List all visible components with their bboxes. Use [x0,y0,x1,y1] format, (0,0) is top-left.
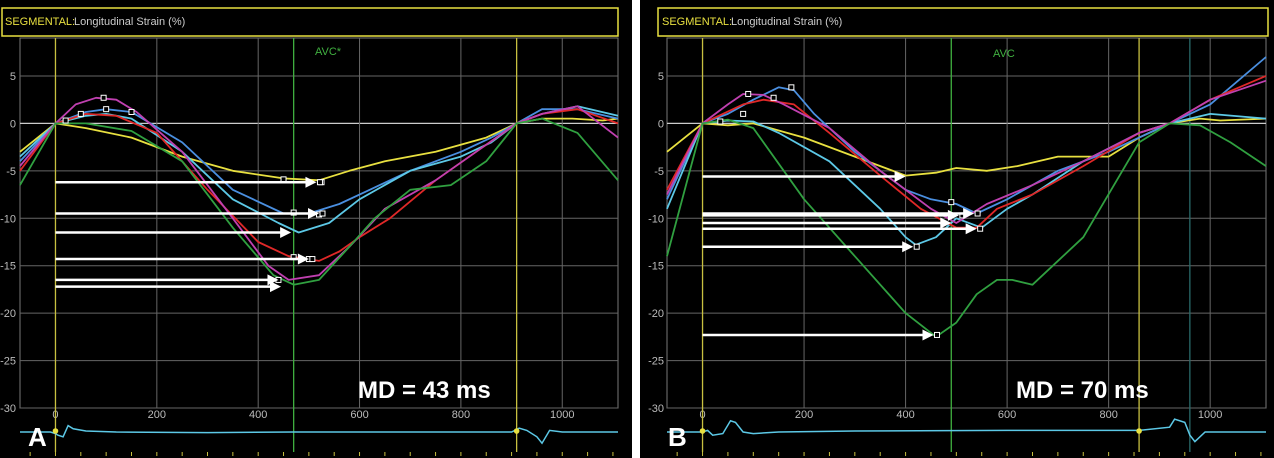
y-tick-label: -15 [0,261,16,273]
peak-marker [745,90,752,97]
peak-marker [128,109,135,115]
y-tick-label: -25 [0,356,16,368]
y-tick-label: -30 [648,403,664,415]
arrow-head [922,329,934,341]
arrow-head [902,241,914,253]
strain-curve-magenta [666,79,1267,224]
header-box [657,7,1269,37]
x-tick-label: 200 [148,409,166,421]
y-tick-label: -10 [0,213,16,225]
arrow-end-marker [974,210,981,217]
x-tick-label: 600 [998,409,1016,421]
header-prefix: SEGMENTAL: [5,16,75,28]
peak-marker [62,117,69,124]
chart-background [0,0,632,458]
ecg-marker [52,428,59,434]
y-tick-label: -5 [6,166,16,178]
strain-curve-yellow [19,117,619,182]
peak-marker [770,94,777,101]
x-tick-label: 1000 [550,409,574,421]
md-label: MD = 43 ms [358,377,491,404]
y-tick-label: 0 [10,118,16,130]
panel-b: SEGMENTAL: Longitudinal Strain (%) 5 0 -5 -… [640,0,1274,458]
ecg-marker [1136,428,1142,434]
arrow-head [894,171,906,183]
header-title: Longitudinal Strain (%) [74,16,185,28]
y-tick-label: -5 [654,166,664,178]
peak-marker [788,84,795,91]
peak-marker [717,118,724,125]
arrow-head [963,208,975,220]
ecg-trace [667,418,1266,443]
header-title: Longitudinal Strain (%) [731,16,842,28]
panel-label: B [668,422,687,452]
strain-curve-green [666,118,1267,338]
ecg-marker [513,428,520,434]
header-box [1,7,619,37]
arrow-head [269,281,281,293]
strain-chart-b: SEGMENTAL: Longitudinal Strain (%) 5 0 -5 -… [640,0,1274,458]
plot-layer: 50-5-10-15-20-25-3002004006008001000 [0,37,619,456]
x-tick-label: 200 [795,409,813,421]
ecg-trace [20,424,618,445]
arrow-end-marker [934,331,941,338]
x-tick-label: 800 [452,409,470,421]
y-tick-label: -15 [648,261,664,273]
peak-marker [740,110,747,117]
arrow-end-marker [316,179,323,186]
strain-curve-green [19,117,619,286]
peak-marker [100,94,107,101]
x-tick-label: 1000 [1198,409,1222,421]
arrow-end-marker [309,256,316,263]
arrow-head [308,208,319,220]
y-tick-label: -30 [0,403,16,415]
y-tick-label: -10 [648,213,664,225]
panel-label: A [28,422,47,452]
arrow-head [965,223,977,235]
strain-curve-blue [666,56,1267,215]
arrow-end-marker [977,225,984,232]
arrow-end-marker [319,210,326,217]
y-tick-label: -20 [0,308,16,320]
y-tick-label: -20 [648,308,664,320]
x-tick-label: 400 [249,409,267,421]
arrow-end-marker [913,243,920,250]
y-tick-label: -25 [648,356,664,368]
x-tick-label: 600 [350,409,368,421]
arrow-head [297,253,309,265]
avc-label: AVC [993,48,1015,60]
panel-a: SEGMENTAL: Longitudinal Strain (%) 5 0 -5 -… [0,0,632,458]
x-tick-label: 800 [1099,409,1117,421]
y-tick-label: 5 [10,71,16,83]
plot-layer: 50-5-10-15-20-25-3002004006008001000 [648,37,1267,456]
arrow-head [305,176,317,188]
x-tick-label: 400 [896,409,914,421]
peak-marker [77,110,84,117]
arrow-head [940,217,952,229]
peak-marker [103,106,110,113]
strain-chart-a: SEGMENTAL: Longitudinal Strain (%) 5 0 -5 -… [0,0,632,458]
ecg-marker [699,428,706,434]
md-label: MD = 70 ms [1016,377,1149,404]
peak-marker [948,199,955,206]
arrow-head [280,226,292,238]
y-tick-label: 0 [658,118,664,130]
avc-label: AVC* [315,46,342,58]
header-prefix: SEGMENTAL: [662,16,732,28]
y-tick-label: 5 [658,71,664,83]
